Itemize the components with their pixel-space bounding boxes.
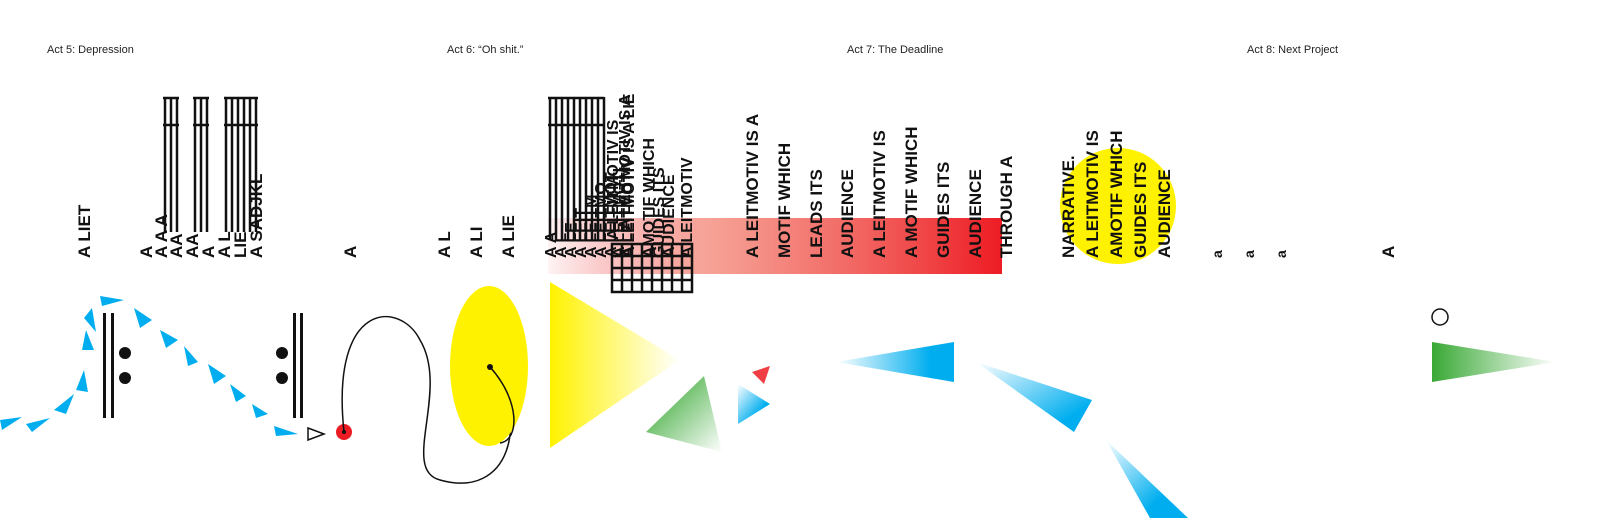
act7-word: AUDIENCE [966,169,985,258]
act7-narrative: AMOTIF WHICH [1107,131,1126,258]
act5-liet-text: A LIET [75,204,94,258]
act7-word: A LEITMOTIV IS A [743,114,762,258]
act6-word: A LI [467,227,486,258]
act5-stack-text: AA [167,233,186,258]
act6-word: A LIE [499,215,518,258]
open-circle-icon [1431,308,1449,326]
act7-narrative: A LEITMOTIV IS [1083,130,1102,258]
act-7-group: A LEITMOTIV IS A MOTIF WHICH LEADS ITS A… [743,114,1188,518]
repeat-sign-icon [103,313,131,418]
act7-narrative: GUIDES ITS [1131,162,1150,258]
act-5-title: Act 5: Depression [47,44,134,56]
stack-text: AUDIENCE [661,174,678,258]
blue-triangle-wave [0,296,298,436]
stack-text: A LE [563,222,580,258]
stack-text: A LEITMOTIV [619,157,636,258]
act5-stack-text: A [137,246,156,258]
act-8-group: a a a A [1209,246,1556,382]
act7-word: AUDIENCE [838,169,857,258]
yellow-gradient-triangle [550,282,680,448]
act8-small-a: a [1273,250,1289,258]
curve-line [341,315,512,484]
play-arrow-icon [307,426,327,442]
act7-word: LEADS ITS [807,169,826,258]
act5-lone-a: A [341,246,360,258]
act-6-group: A L A LI A LIE A A A L A LE A LEIT A LEI… [435,93,1002,452]
act-7-title: Act 7: The Deadline [847,44,944,56]
act8-big-a: A [1379,246,1398,258]
upper-bar-grid [548,96,606,240]
act6-word: A L [435,231,454,258]
act-5-group: A LIET A A A A AA AA A A L LIE A SADJKL … [0,96,512,484]
stack-text: A LEITMOTIV IS A LIE [621,93,638,258]
stack-text: A LEITMOTIV [679,157,696,258]
lower-bar-grid [610,242,694,294]
stack-text: AMOTIF WHICH [641,138,658,258]
blue-gradient-triangle [1106,440,1188,518]
stack-text: A LEITMOTIV IS [605,119,622,240]
act7-word: GUIDES ITS [934,162,953,258]
stack-text: A LEITMOT [603,172,620,258]
red-shard [752,366,770,384]
stack-text: A LEITM [583,195,600,258]
act5-stack-text: AA [183,233,202,258]
act7-narrative: NARRATIVE. [1059,155,1078,258]
blue-gradient-triangle [976,362,1092,432]
act7-word: A LEITMOTIV IS [870,130,889,258]
stack-text: A LEITMO [593,182,610,258]
stack-text: A LEITMOTI [611,168,628,258]
blue-small-triangle [738,384,770,424]
stack-text: A LEIT [573,208,590,258]
act5-stack-text: A L [215,231,234,258]
act5-stack-text: A [199,246,218,258]
stack-text: A LEITMOTIV IS A [617,94,634,230]
act5-stack-text: LIE [231,232,250,258]
stack-text: A L [553,233,570,258]
act7-word: A MOTIF WHICH [902,126,921,258]
bar-glyph-stack [163,96,258,232]
green-gradient-triangle [646,376,722,452]
dense-text-stack: A A A L A LE A LEIT A LEITM A LEITMO A L… [543,93,696,258]
act-8-title: Act 8: Next Project [1247,44,1339,56]
yellow-circle [1060,148,1176,264]
blue-gradient-triangle [836,342,954,382]
red-gradient-band [548,218,1002,274]
stack-text: GUIDES ITS [651,167,668,258]
green-gradient-triangle [1432,342,1556,382]
act7-word: THROUGH A [997,156,1016,258]
act8-small-a: a [1209,250,1225,258]
act8-small-a: a [1241,250,1257,258]
repeat-sign-icon [276,313,303,418]
act-6-title: Act 6: “Oh shit.” [447,44,524,56]
stack-text: A A [543,231,560,258]
act7-narrative: AUDIENCE [1155,169,1174,258]
act7-word: MOTIF WHICH [775,143,794,258]
